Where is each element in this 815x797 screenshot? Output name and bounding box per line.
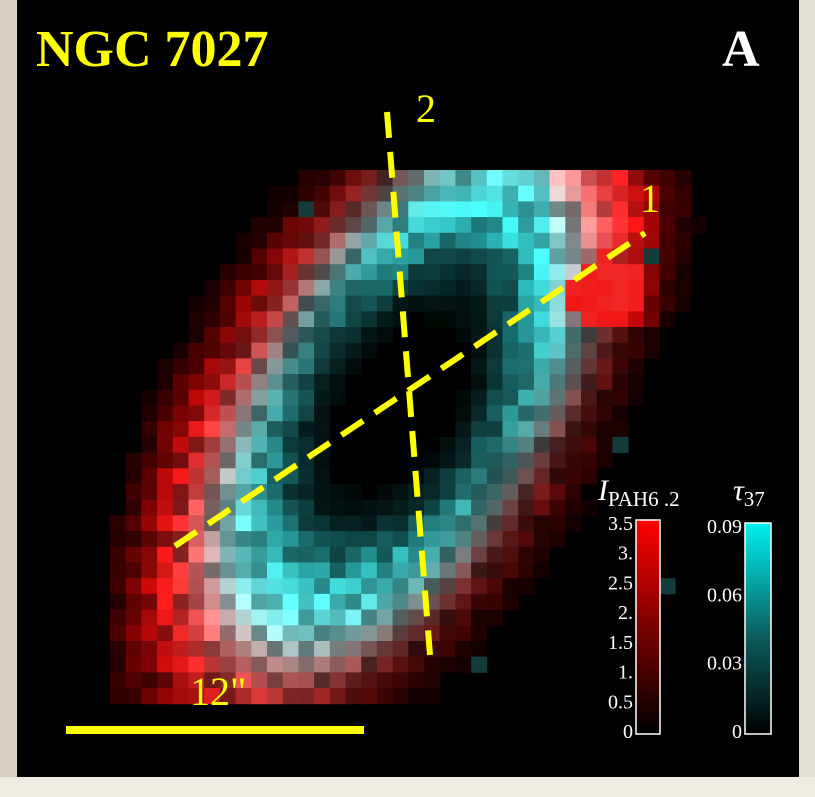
tau-tick-label: 0 [732, 721, 742, 743]
tau-symbol: τ [733, 474, 745, 507]
object-title: NGC 7027 [36, 21, 269, 78]
tau-tick-label: 0.03 [707, 653, 742, 675]
pah-tick-label: 2. [618, 602, 633, 624]
page-margin-bottom [0, 777, 815, 797]
pah-tick-label: 3. [618, 543, 633, 565]
pah-colorbar [635, 519, 661, 735]
pah-tick-label: 1.5 [608, 632, 633, 654]
tau-colorbar-title: τ37 [733, 474, 765, 511]
tau-tick-label: 0.09 [707, 516, 742, 538]
scale-bar [66, 726, 364, 734]
pah-colorbar-ticks: 3.5 3. 2.5 2. 1.5 1. 0.5 0 [608, 513, 633, 743]
tau-colorbar-ticks: 0.09 0.06 0.03 0 [707, 516, 742, 743]
cut-line-1 [173, 230, 647, 549]
pah-subscript: PAH6 .2 [608, 487, 680, 511]
pah-colorbar-title: IPAH6 .2 [597, 474, 680, 511]
page-margin [0, 0, 17, 797]
cut-line-2 [384, 111, 433, 656]
pah-symbol: I [597, 474, 610, 507]
tau-colorbar [744, 522, 772, 735]
scale-bar-label: 12" [190, 669, 246, 714]
pah-tick-label: 0.5 [608, 691, 633, 713]
nebula-pixel-map [110, 170, 707, 705]
cut-label-2: 2 [416, 86, 436, 131]
cut-label-1: 1 [640, 176, 660, 221]
panel-letter: A [722, 21, 760, 78]
tau-subscript: 37 [744, 487, 765, 511]
pah-tick-label: 0 [623, 721, 633, 743]
tau-tick-label: 0.06 [707, 584, 742, 606]
pah-tick-label: 3.5 [608, 513, 633, 535]
pah-tick-label: 2.5 [608, 572, 633, 594]
pah-tick-label: 1. [618, 662, 633, 684]
